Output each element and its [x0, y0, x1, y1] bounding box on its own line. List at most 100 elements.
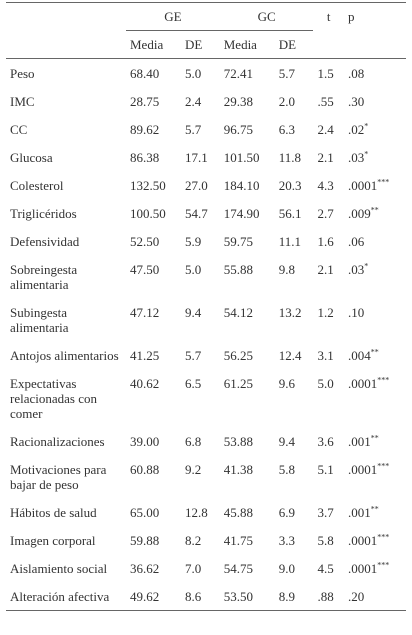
p-value: .001 — [347, 504, 371, 520]
significance: * — [364, 149, 369, 159]
value-cell: .06 — [347, 233, 365, 249]
value-cell: 4.3 — [317, 177, 334, 193]
value-cell: .55 — [317, 93, 334, 109]
p-cell: .0001*** — [344, 171, 406, 199]
value-cell: 8.6 — [181, 582, 220, 611]
value-cell: 56.25 — [223, 347, 253, 363]
table-row: Racionalizaciones 39.00 6.8 53.88 9.4 3.6 .001… — [6, 427, 406, 455]
value-cell: 1.6 — [317, 233, 334, 249]
value-cell: 54.12 — [223, 304, 253, 320]
p-cell: .03* — [344, 143, 406, 171]
value-cell: 41.75 — [223, 532, 253, 548]
value-cell: 54.7 — [185, 205, 208, 221]
value-cell: 49.62 — [126, 582, 182, 611]
value-cell: 86.38 — [130, 149, 160, 165]
value-cell: 8.9 — [274, 582, 314, 611]
value-cell: 3.1 — [317, 347, 334, 363]
table-row: Subingesta alimentaria 47.12 9.4 54.12 13.2 1… — [6, 298, 406, 341]
p-cell: .0001*** — [344, 455, 406, 498]
row-label: Motivaciones para bajar de peso — [10, 461, 107, 492]
subheader-cell: DE — [181, 30, 220, 59]
row-label: Racionalizaciones — [10, 433, 105, 449]
p-value: .0001 — [347, 461, 378, 477]
value-cell: 5.8 — [317, 532, 334, 548]
row-label: Alteración afectiva — [6, 582, 126, 611]
value-cell: 61.25 — [223, 375, 253, 391]
value-cell: 59.75 — [223, 233, 253, 249]
group-header: GE — [126, 2, 220, 31]
value-cell: 2.1 — [317, 149, 334, 165]
value-cell: .88 — [313, 582, 344, 611]
subheader-cell: Media — [219, 30, 275, 59]
row-label: Expectativas relacionadas con comer — [10, 375, 97, 421]
subheader-row: Media DE Media DE — [6, 30, 406, 59]
table-row: CC 89.62 5.7 96.75 6.3 2.4 .02* — [6, 115, 406, 143]
value-cell: .10 — [347, 304, 365, 320]
p-value: .03 — [347, 261, 365, 277]
significance: *** — [377, 532, 390, 542]
value-cell: 39.00 — [130, 433, 160, 449]
value-cell: 2.4 — [185, 93, 202, 109]
row-label: Aislamiento social — [10, 560, 108, 576]
significance: ** — [370, 347, 379, 357]
value-cell: 20.3 — [278, 177, 302, 193]
row-label: Subingesta alimentaria — [10, 304, 69, 335]
value-cell: 9.0 — [278, 560, 296, 576]
p-cell: .0001*** — [344, 369, 406, 427]
value-cell: 5.7 — [278, 65, 296, 81]
value-cell: 12.4 — [278, 347, 302, 363]
header-cell — [343, 30, 406, 59]
table-row: Triglicéridos 100.50 54.7 174.90 56.1 2.7 .009… — [6, 199, 406, 227]
value-cell: 17.1 — [185, 149, 208, 165]
significance: *** — [377, 461, 390, 471]
row-label: Glucosa — [10, 149, 53, 165]
p-value: .004 — [347, 347, 371, 363]
value-cell: 1.2 — [317, 304, 334, 320]
value-cell: 59.88 — [130, 532, 160, 548]
significance: *** — [377, 560, 390, 570]
subheader-cell: Media — [126, 30, 182, 59]
header-cell — [313, 30, 344, 59]
value-cell: 2.0 — [278, 93, 296, 109]
table-row: Peso 68.40 5.0 72.41 5.7 1.5 .08 — [6, 59, 406, 88]
value-cell: 41.25 — [130, 347, 160, 363]
row-label: Triglicéridos — [10, 205, 77, 221]
value-cell: 65.00 — [130, 504, 160, 520]
row-label: Hábitos de salud — [10, 504, 97, 520]
significance: ** — [370, 433, 379, 443]
value-cell: 27.0 — [185, 177, 208, 193]
p-value: .009 — [347, 205, 371, 221]
value-cell: 47.12 — [130, 304, 160, 320]
value-cell: 8.2 — [185, 532, 202, 548]
value-cell: 53.88 — [223, 433, 253, 449]
p-cell: .004** — [344, 341, 406, 369]
value-cell: 2.7 — [317, 205, 334, 221]
value-cell: 68.40 — [130, 65, 160, 81]
table-row: Sobreingesta alimentaria 47.50 5.0 55.88 9.8… — [6, 255, 406, 298]
row-label: Defensividad — [10, 233, 80, 249]
value-cell: 4.5 — [317, 560, 334, 576]
value-cell: 55.88 — [223, 261, 253, 277]
value-cell: .08 — [347, 65, 365, 81]
row-label: Imagen corporal — [10, 532, 96, 548]
results-table: GE GC t p Media DE Media DE Peso 68.40 5.0 72.41 5.7… — [6, 2, 406, 611]
row-label: Colesterol — [10, 177, 64, 193]
value-cell: 2.1 — [317, 261, 334, 277]
value-cell: 184.10 — [223, 177, 260, 193]
value-cell: 56.1 — [278, 205, 302, 221]
p-value: .02 — [347, 121, 365, 137]
value-cell: 89.62 — [130, 121, 160, 137]
significance: *** — [377, 177, 390, 187]
table-row: Expectativas relacionadas con comer 40.62… — [6, 369, 406, 427]
value-cell: 9.6 — [278, 375, 296, 391]
significance: * — [364, 261, 369, 271]
row-label: Antojos alimentarios — [10, 347, 119, 363]
value-cell: 3.7 — [317, 504, 334, 520]
value-cell: 6.9 — [278, 504, 296, 520]
value-cell: 11.8 — [278, 149, 302, 165]
p-cell: .0001*** — [344, 526, 406, 554]
header-cell: p — [343, 2, 406, 31]
table-row: Hábitos de salud 65.00 12.8 45.88 6.9 3.7 .001… — [6, 498, 406, 526]
